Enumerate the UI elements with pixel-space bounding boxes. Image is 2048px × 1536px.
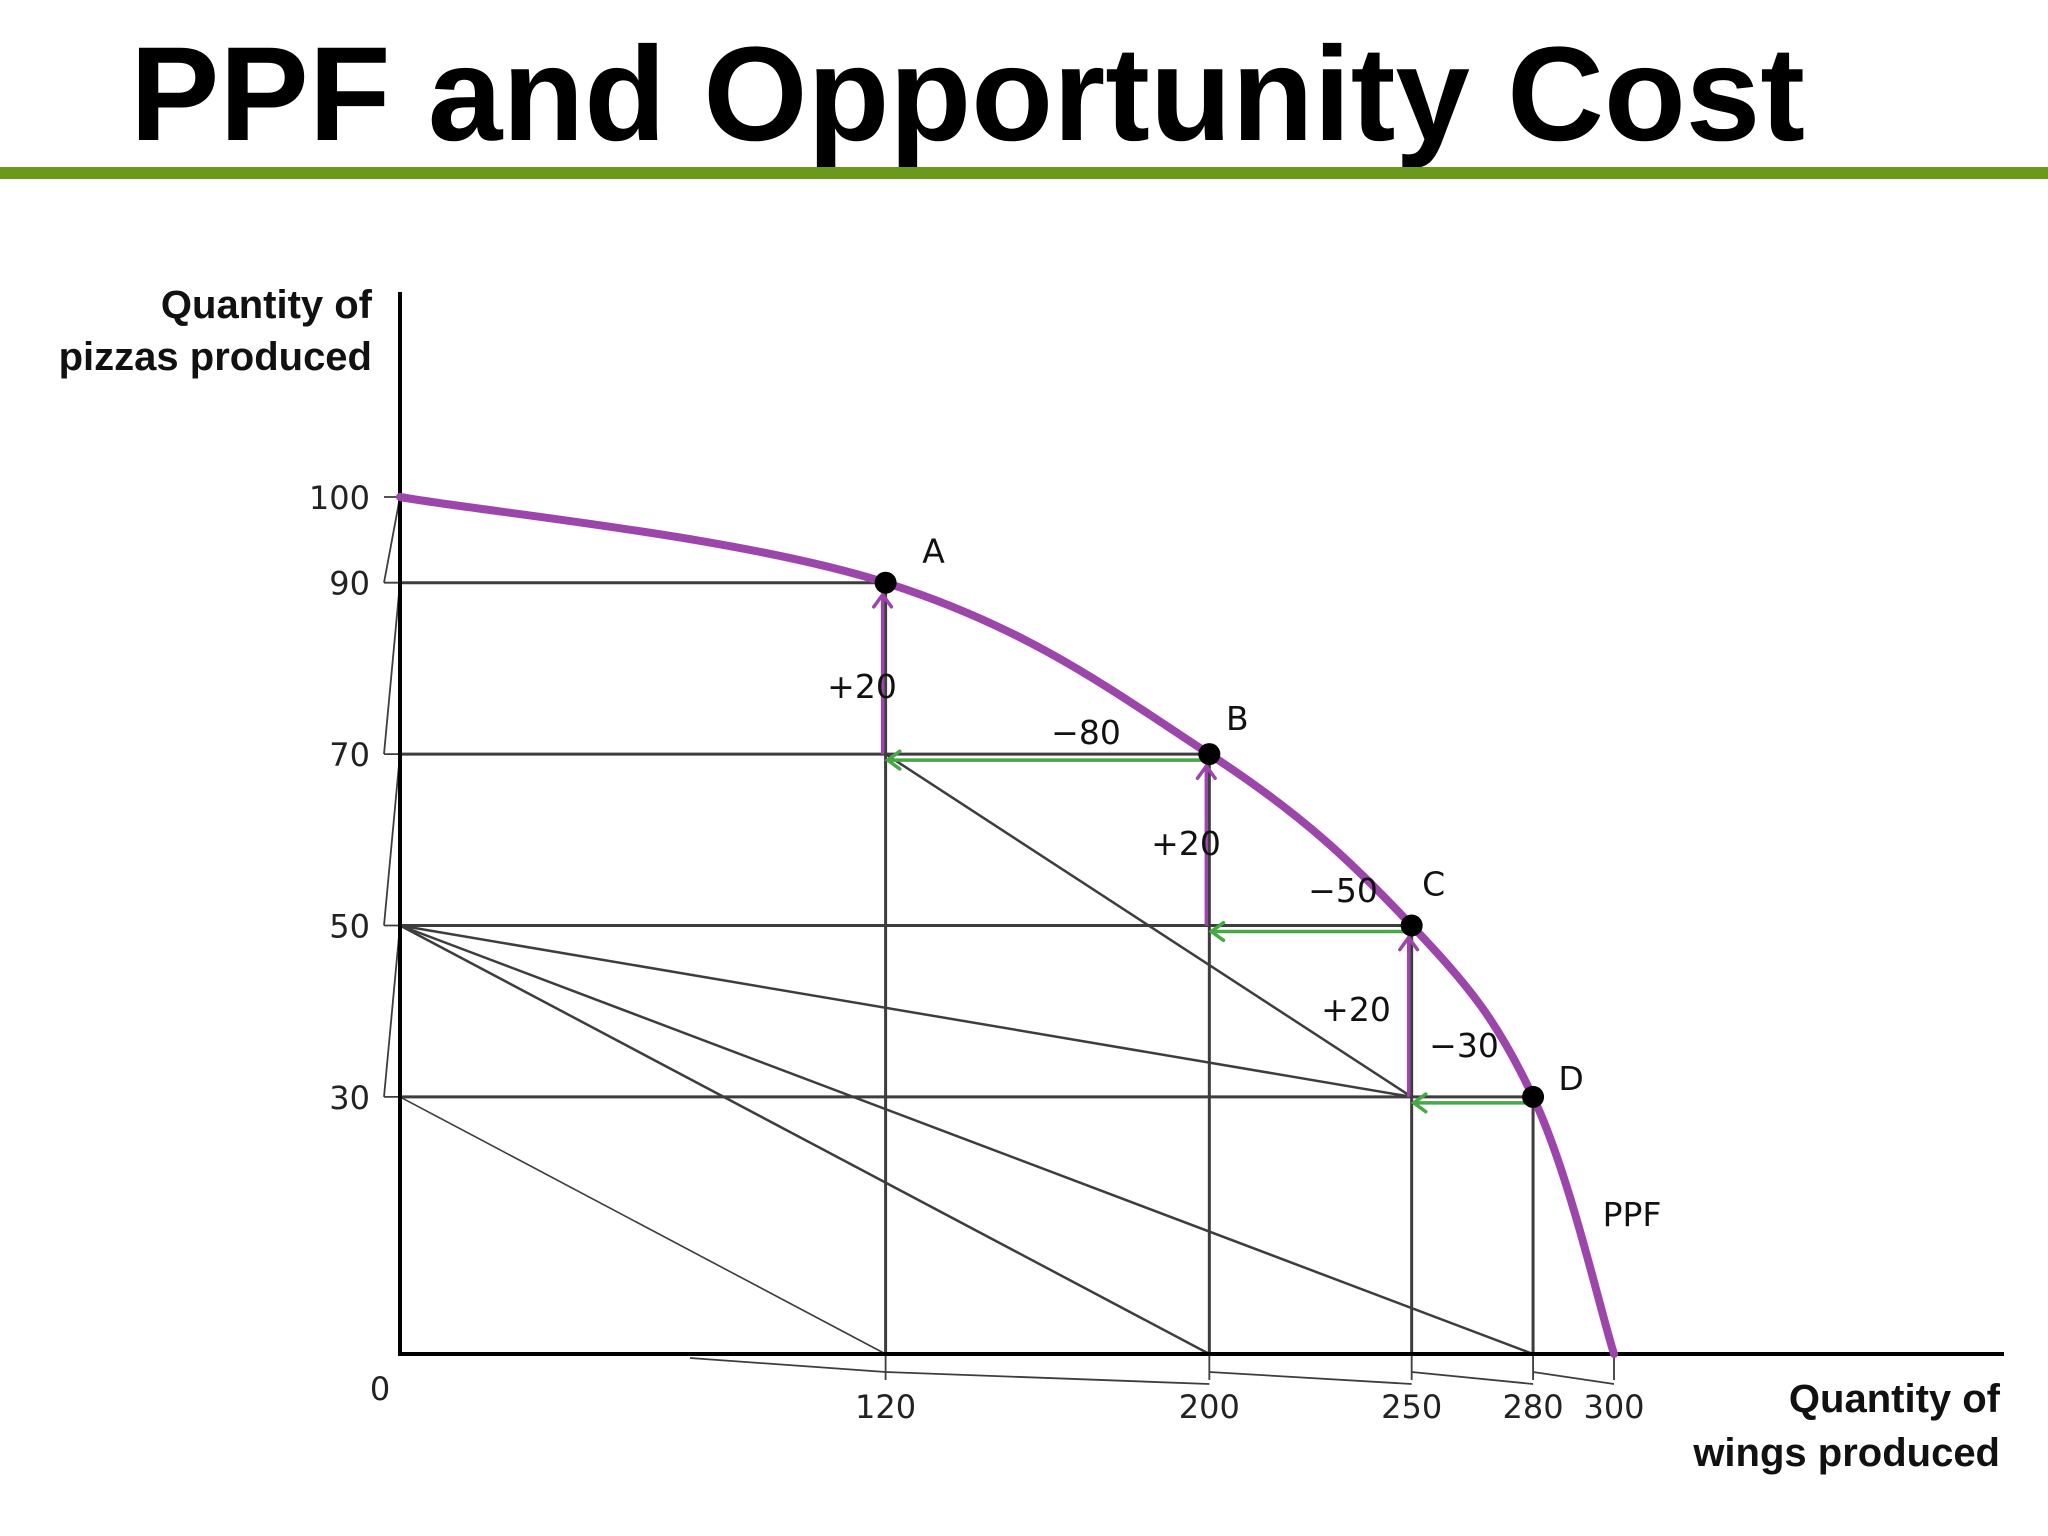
x-tick-label: 250 bbox=[1381, 1388, 1442, 1426]
point-label-C: C bbox=[1422, 865, 1445, 904]
point-label-B: B bbox=[1226, 699, 1249, 738]
y-tick-label: 90 bbox=[329, 565, 370, 603]
tick-brackets bbox=[383, 496, 1615, 1385]
ppf-curve bbox=[396, 493, 1618, 1358]
y-tick-label: 30 bbox=[329, 1079, 370, 1117]
x-tick-label: 300 bbox=[1583, 1388, 1644, 1426]
pizza-gain-arrow-head bbox=[1195, 763, 1217, 780]
point-B bbox=[1198, 743, 1221, 766]
wing-loss-label: −30 bbox=[1429, 1026, 1499, 1065]
wing-loss-label: −80 bbox=[1051, 713, 1121, 752]
point-A bbox=[874, 571, 897, 594]
diagonal-line bbox=[399, 1096, 886, 1355]
origin-label: 0 bbox=[370, 1370, 390, 1408]
wing-loss-arrow-head bbox=[1208, 920, 1226, 943]
x-tick-label: 280 bbox=[1503, 1388, 1564, 1426]
guide-lines bbox=[400, 581, 1535, 1354]
y-axis-title-line1: Quantity of bbox=[161, 283, 373, 327]
pizza-gain-label: +20 bbox=[1151, 824, 1221, 863]
pizza-gain-label: +20 bbox=[827, 667, 897, 706]
pizza-gain-label: +20 bbox=[1321, 990, 1391, 1029]
x-tick-brackets bbox=[689, 1354, 1615, 1385]
pizza-gain-arrow-head bbox=[1398, 934, 1420, 952]
y-tick-label: 50 bbox=[329, 908, 370, 946]
title-underline bbox=[0, 167, 2048, 179]
point-C bbox=[1400, 914, 1423, 937]
pizza-gain-arrow-head bbox=[872, 591, 894, 609]
diagonal-line bbox=[399, 924, 1412, 1099]
diagonal-line bbox=[884, 753, 1413, 1098]
change-arrows bbox=[872, 591, 1530, 1114]
slide-title: PPF and Opportunity Cost bbox=[130, 20, 1805, 169]
x-axis-title-line2: wings produced bbox=[1692, 1431, 2000, 1475]
ppf-curve-label: PPF bbox=[1603, 1195, 1662, 1234]
x-axis-title-line1: Quantity of bbox=[1789, 1377, 2001, 1421]
wing-loss-arrow-head bbox=[1410, 1092, 1428, 1114]
point-D bbox=[1522, 1085, 1545, 1108]
x-tick-label: 200 bbox=[1179, 1388, 1240, 1426]
y-axis-title-line2: pizzas produced bbox=[59, 335, 372, 379]
wing-loss-label: −50 bbox=[1308, 871, 1378, 910]
y-tick-brackets bbox=[383, 496, 401, 1098]
y-tick-label: 70 bbox=[329, 736, 370, 774]
diagonal-line bbox=[399, 924, 1534, 1356]
diagonal-lines bbox=[399, 753, 1534, 1356]
point-label-D: D bbox=[1558, 1059, 1583, 1098]
diagonal-line bbox=[399, 924, 1210, 1356]
y-tick-label: 100 bbox=[309, 479, 370, 517]
point-label-A: A bbox=[922, 532, 945, 571]
ppf-points bbox=[874, 571, 1545, 1108]
chart-text: 100 90 70 50 30 120 200 250 280 300 0 A B C D +20 +20 +20… bbox=[59, 283, 2001, 1475]
x-tick-label: 120 bbox=[855, 1388, 916, 1426]
ppf-curve-group bbox=[396, 493, 1618, 1358]
axes bbox=[398, 292, 2004, 1356]
wing-loss-arrow-head bbox=[884, 749, 902, 771]
